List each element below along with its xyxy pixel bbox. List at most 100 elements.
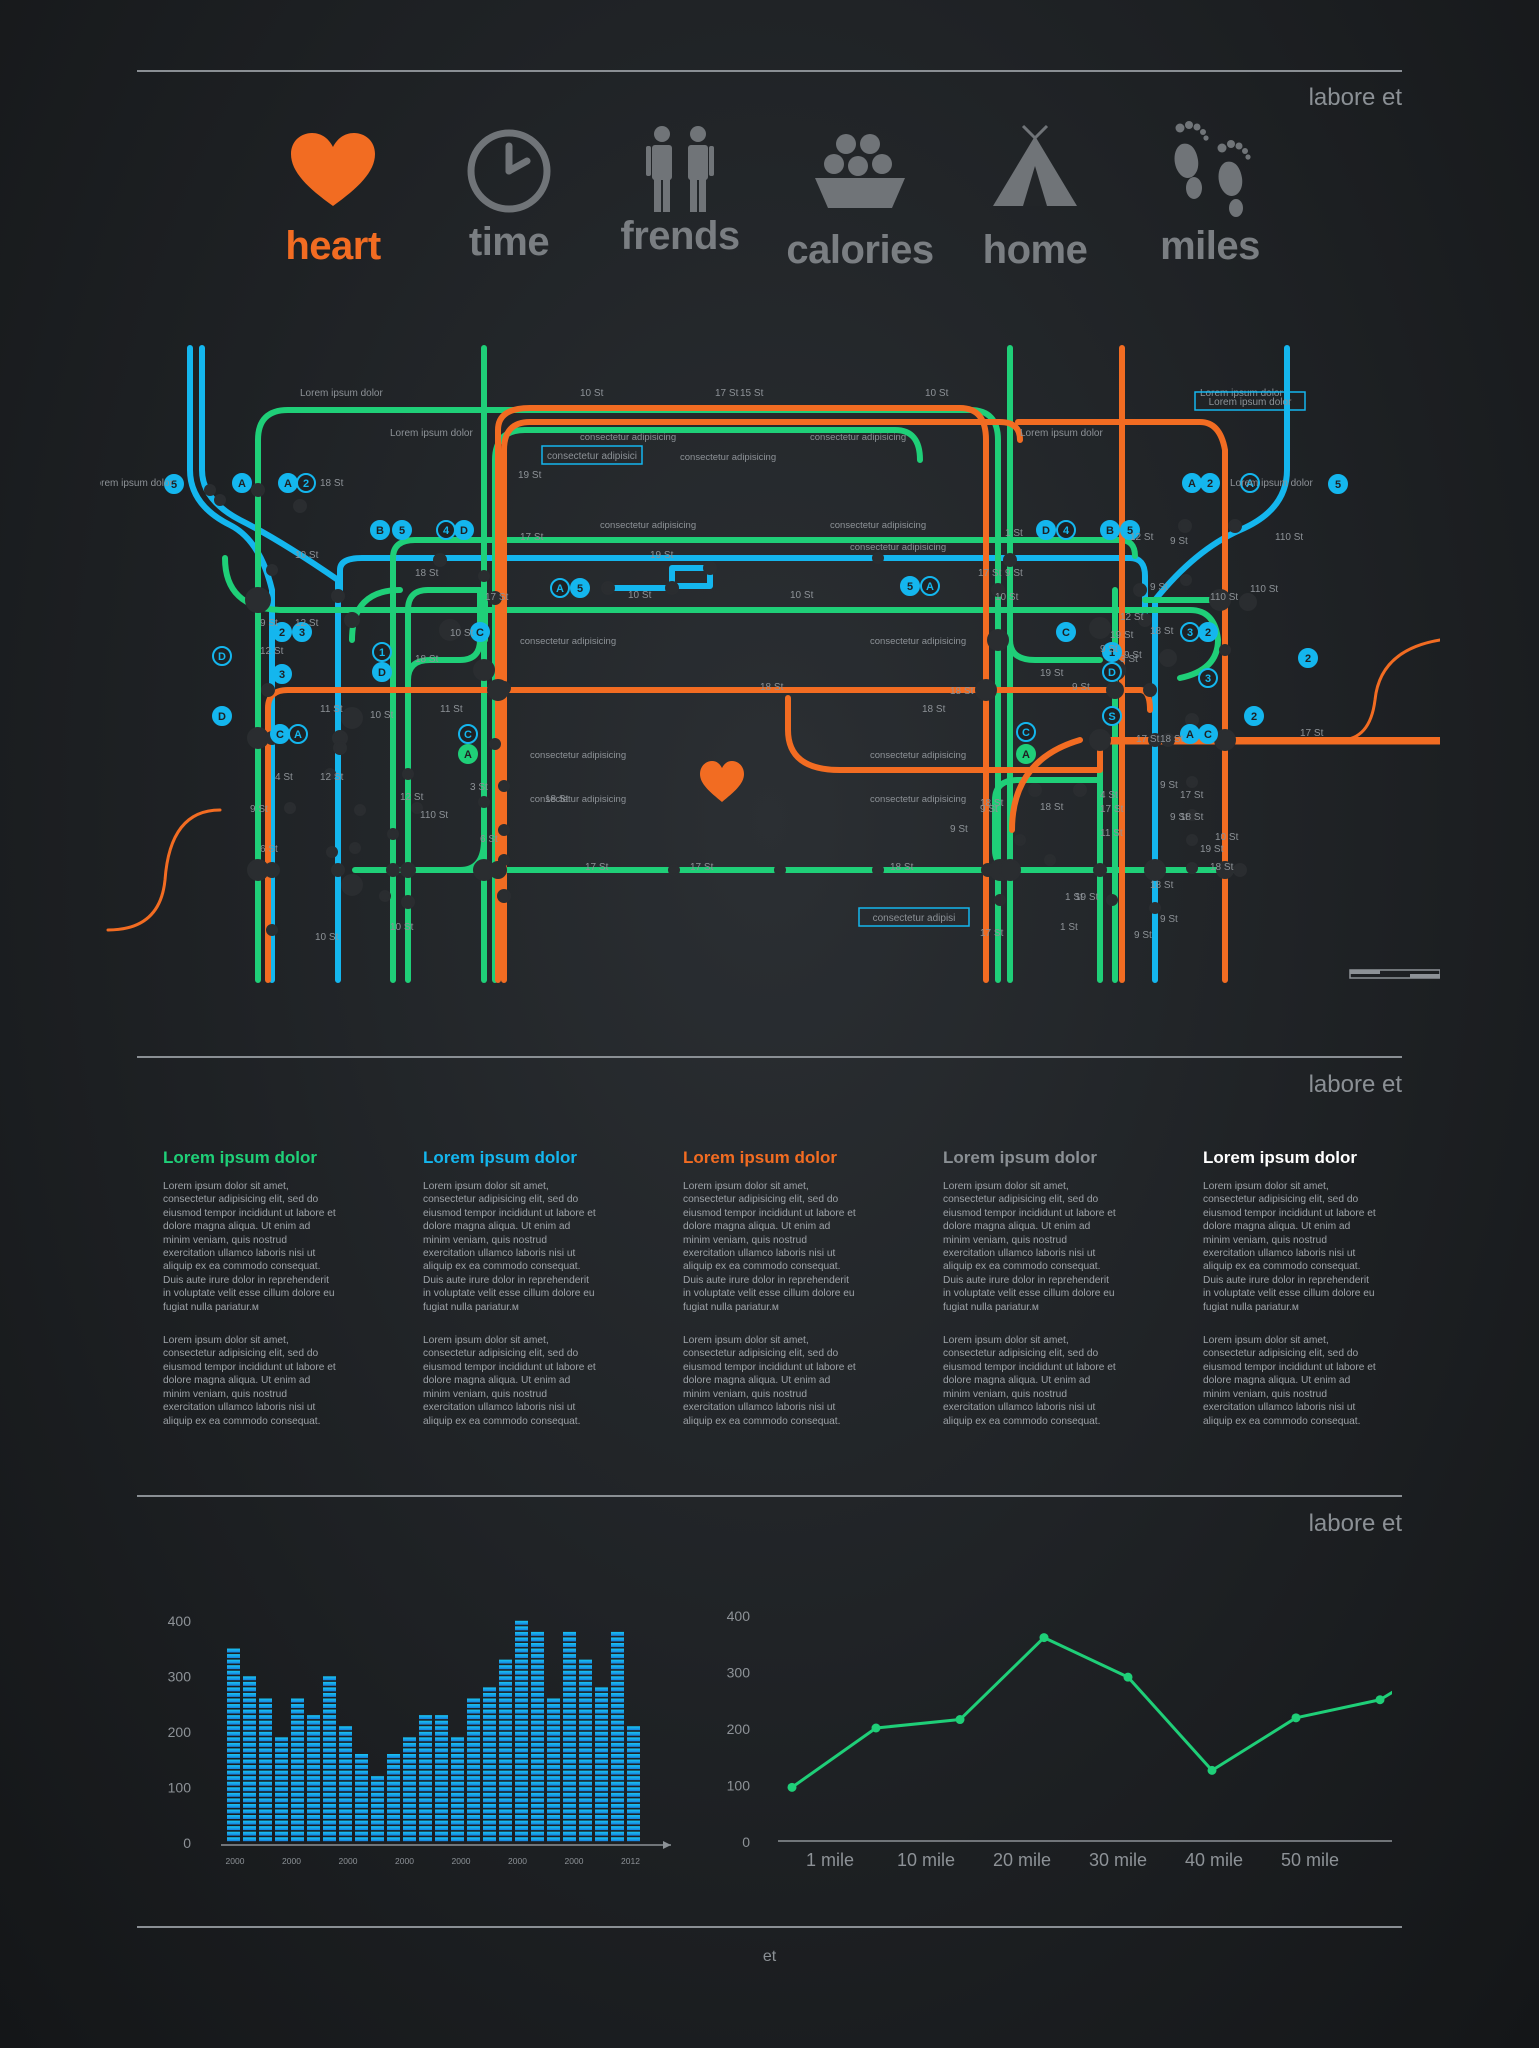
station-badge: C [458,724,478,744]
svg-text:3: 3 [279,669,285,681]
people-icon [646,126,714,212]
street-label: 9 St [1170,536,1188,547]
station-dot [1003,553,1017,567]
station-dot [487,679,509,701]
x-tick-label: 1 mile [806,1850,854,1870]
station-dot [497,889,511,903]
station-dot [333,741,347,755]
svg-text:2: 2 [279,627,285,639]
station-badge: 2 [296,473,316,493]
svg-text:D: D [460,525,468,537]
street-label: 9 St [1072,682,1090,693]
boxed-label: consectetur adipisi [858,907,970,927]
street-label: 110 St [1275,532,1303,543]
heart-icon [291,133,375,206]
street-label: Lorem ipsum dolor [1230,478,1313,489]
svg-text:2: 2 [1207,478,1213,490]
x-tick-label: 40 mile [1185,1850,1243,1870]
svg-text:2: 2 [1251,711,1257,723]
icon-item-miles[interactable]: miles [1125,121,1295,269]
street-label: 18 St [1180,812,1204,823]
station-badge: A [288,724,308,744]
street-label: 10 St [450,628,474,639]
street-label: 12 St [295,618,319,629]
svg-text:A: A [1022,749,1030,761]
orange-line [106,808,222,932]
station-dot [401,895,415,909]
blue-line [187,345,275,983]
section-label-2: labore et [1308,1071,1402,1098]
street-label: 10 St [390,922,414,933]
map-texts: Lorem ipsum dolor Lorem ipsum dolor Lorem … [100,388,1324,943]
station-badge: 5 [1120,520,1140,540]
station-dot [344,612,360,628]
station-badge: 4 [436,520,456,540]
station-badge: B [370,520,390,540]
column-paragraph: Lorem ipsum dolor sit amet, consectetur … [943,1181,1116,1313]
x-tick-label: 30 mile [1089,1850,1147,1870]
station-badge: 2 [1244,706,1264,726]
street-label: 19 St [1200,844,1224,855]
icon-item-time[interactable]: time [424,129,594,265]
svg-text:4: 4 [443,525,450,537]
station-badge: A [1240,473,1260,493]
station-dot [326,846,338,858]
station-badge: A [278,473,298,493]
station-dot [1028,783,1042,797]
street-label: Lorem ipsum dolor [100,478,173,489]
station-dot [245,587,271,613]
y-tick-label: 100 [168,1780,192,1796]
station-badge: A [458,744,478,764]
station-badge: C [1056,622,1076,642]
svg-text:C: C [464,729,472,741]
street-label: 6 St [260,844,278,855]
x-tick-label: 2000 [452,1856,471,1866]
bar [403,1737,416,1842]
column-paragraph: Lorem ipsum dolor sit amet, consectetur … [1203,1181,1376,1313]
icon-item-friends[interactable]: frends [595,126,765,259]
street-label: 18 St [760,682,784,693]
icon-item-heart[interactable]: heart [248,130,418,269]
station-dot [1239,593,1257,611]
fruit-bowl-icon [815,134,905,208]
svg-text:C: C [276,729,284,741]
orange-line [501,419,1023,983]
scale-bar [1349,969,1440,979]
street-label: 17 St [1180,790,1204,801]
street-label: 12 St [400,792,424,803]
street-label: 12 St [320,772,344,783]
orange-line [1338,638,1440,742]
green-line [222,555,1221,681]
street-label: 1 St [1005,528,1023,539]
station-dot [204,484,216,496]
bar [259,1698,272,1842]
svg-text:Lorem ipsum dolor: Lorem ipsum dolor [1209,397,1292,408]
bar [483,1687,496,1842]
street-label: 3 St [470,782,488,793]
icon-item-calories[interactable]: calories [775,130,945,273]
street-label: 18 St [1210,862,1234,873]
column-paragraph: Lorem ipsum dolor sit amet, consectetur … [423,1181,596,1313]
street-label: 18 St [320,478,344,489]
icon-item-home[interactable]: home [950,124,1120,273]
street-label: 19 St [650,550,674,561]
street-label: 18 St [890,862,914,873]
street-label: 10 St [1215,832,1239,843]
svg-text:5: 5 [907,581,913,593]
street-label: 110 St [1210,592,1238,603]
bar [515,1620,528,1842]
street-label: 10 St [790,590,814,601]
street-label: 17 St [485,592,509,603]
icon-label-time: time [468,220,550,264]
station-badge: A [1180,724,1200,744]
street-label: 10 St [295,550,319,561]
station-badge: D [454,520,474,540]
station-dot [354,804,366,816]
station-dot [266,924,278,936]
svg-text:D: D [218,651,226,663]
station-dot [1089,729,1111,751]
station-dot [489,738,501,750]
x-tick-label: 2012 [621,1856,640,1866]
station-dot [1149,902,1161,914]
station-dot [975,679,997,701]
